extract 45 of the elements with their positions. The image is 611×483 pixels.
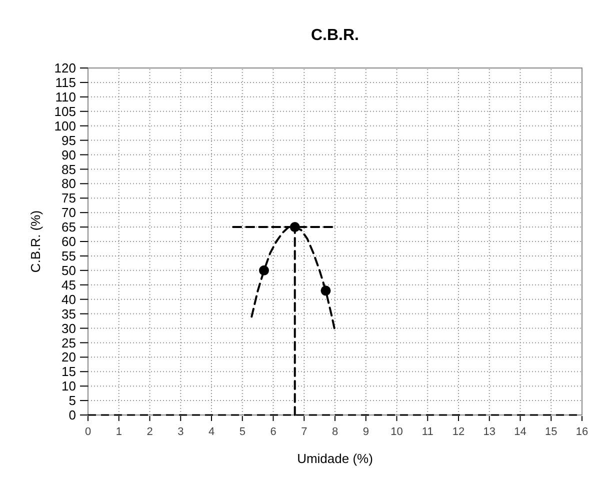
y-tick-label: 20	[62, 350, 76, 365]
y-tick-label: 0	[68, 408, 76, 423]
y-tick-label: 90	[62, 147, 76, 162]
y-tick-label: 25	[62, 335, 76, 350]
y-axis-title: C.B.R. (%)	[28, 210, 43, 273]
y-tick-label: 15	[62, 364, 76, 380]
x-tick-label: 13	[483, 426, 496, 438]
y-tick-label: 60	[62, 234, 76, 250]
x-tick-label: 11	[422, 426, 434, 438]
x-tick-label: 10	[390, 426, 403, 438]
y-tick-label: 105	[54, 104, 76, 119]
y-tick-label: 110	[55, 89, 76, 104]
x-tick-label: 15	[545, 426, 558, 438]
y-tick-label: 100	[54, 118, 76, 134]
x-tick-label: 5	[239, 426, 246, 438]
x-tick-label: 1	[116, 426, 122, 438]
y-tick-label: 55	[62, 248, 76, 264]
y-tick-label: 45	[62, 277, 76, 292]
x-tick-label: 2	[146, 426, 153, 438]
y-tick-label: 115	[55, 75, 76, 90]
y-tick-label: 50	[62, 262, 76, 278]
x-tick-label: 8	[332, 426, 338, 438]
x-tick-label: 9	[362, 426, 369, 438]
x-axis-title: Umidade (%)	[297, 451, 373, 466]
chart-title: C.B.R.	[311, 27, 359, 44]
y-tick-label: 40	[62, 292, 76, 307]
y-tick-label: 95	[62, 132, 76, 148]
y-tick-label: 120	[54, 60, 76, 76]
y-tick-label: 30	[62, 320, 76, 336]
x-tick-label: 0	[84, 426, 92, 438]
y-tick-label: 35	[62, 306, 76, 322]
x-tick-label: 16	[576, 426, 588, 438]
y-tick-label: 65	[62, 220, 76, 235]
x-tick-label: 12	[452, 426, 465, 438]
x-tick-label: 7	[301, 426, 308, 438]
y-tick-label: 70	[62, 205, 76, 220]
y-tick-label: 85	[62, 162, 76, 177]
y-tick-label: 80	[62, 176, 76, 192]
y-tick-label: 75	[62, 190, 76, 206]
y-tick-label: 5	[68, 393, 76, 408]
x-tick-label: 6	[270, 426, 276, 438]
x-tick-label: 14	[514, 426, 526, 438]
y-tick-label: 10	[62, 378, 76, 394]
x-tick-label: 3	[178, 426, 184, 438]
x-tick-label: 4	[208, 426, 215, 438]
